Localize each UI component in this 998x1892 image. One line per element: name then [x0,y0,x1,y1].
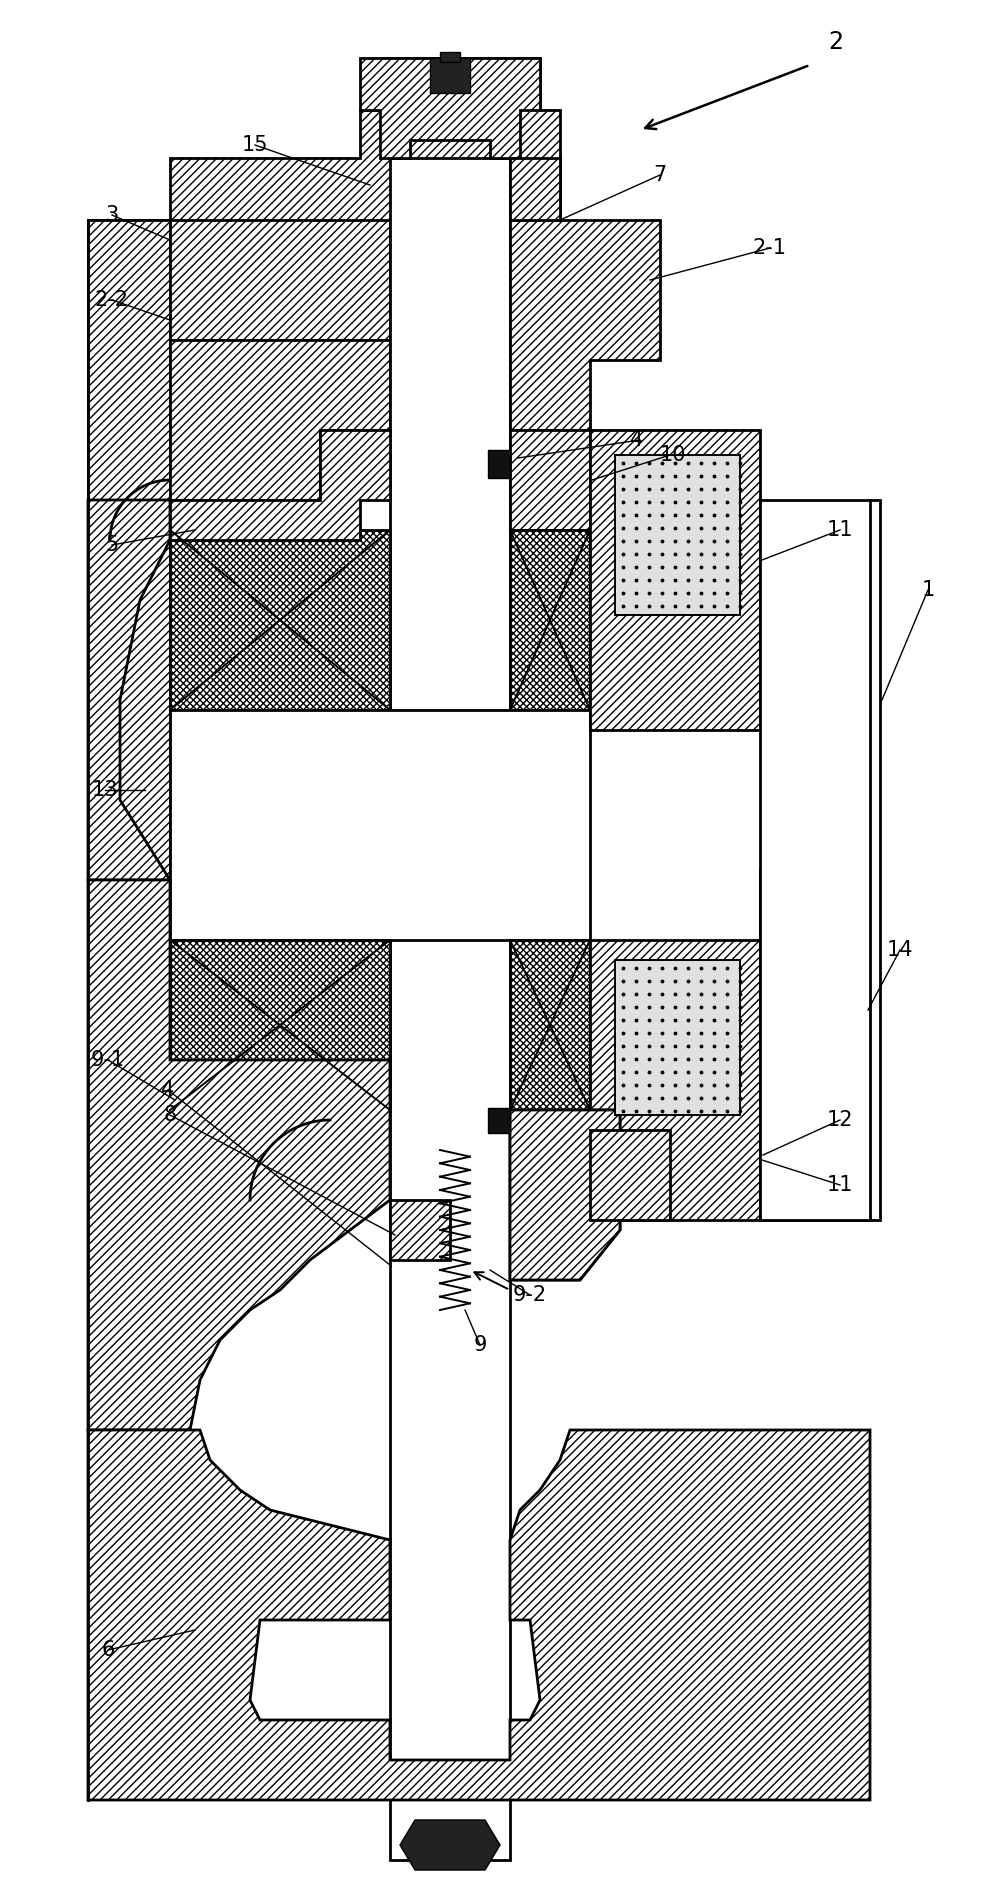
Bar [440,51,460,62]
Bar [430,59,470,93]
Text: 9-2: 9-2 [513,1285,547,1305]
Polygon shape [360,59,540,159]
Text: 11: 11 [826,520,853,539]
Polygon shape [590,940,760,1220]
Polygon shape [170,940,390,1111]
Polygon shape [88,499,170,880]
Text: 14: 14 [887,940,913,959]
Text: 9-1: 9-1 [91,1050,125,1071]
Polygon shape [170,530,390,710]
Polygon shape [590,429,760,730]
Text: 8: 8 [164,1105,177,1126]
Text: 1: 1 [921,581,934,600]
Text: 15: 15 [242,134,268,155]
Text: 7: 7 [654,165,667,185]
Polygon shape [510,530,590,710]
Bar [170,710,590,940]
Polygon shape [510,1111,620,1281]
Text: 9: 9 [473,1336,487,1355]
Bar [760,499,880,1220]
Bar [615,959,740,1114]
Polygon shape [390,1200,450,1260]
Polygon shape [510,159,560,219]
Text: 4: 4 [162,1080,175,1099]
Bar [488,450,510,479]
Polygon shape [88,59,560,341]
Polygon shape [88,880,390,1430]
Polygon shape [170,429,390,539]
Text: 12: 12 [826,1111,853,1130]
Text: 2-2: 2-2 [95,289,129,310]
Bar [390,159,510,1860]
Text: 2-1: 2-1 [753,238,787,257]
Text: 4: 4 [630,429,644,450]
Polygon shape [400,1820,500,1869]
Polygon shape [170,341,390,499]
Text: 5: 5 [106,535,119,554]
Text: 11: 11 [826,1175,853,1196]
Polygon shape [88,1430,870,1799]
Text: 10: 10 [660,445,687,465]
Polygon shape [510,1111,620,1281]
Text: 2: 2 [828,30,843,55]
Polygon shape [170,219,390,341]
Polygon shape [88,219,170,880]
Bar [615,454,740,615]
Text: 6: 6 [102,1640,115,1659]
Polygon shape [510,219,660,429]
Text: 3: 3 [106,204,119,225]
Bar [488,1109,510,1133]
Polygon shape [760,870,870,1220]
Text: 13: 13 [92,780,118,800]
Polygon shape [510,940,590,1111]
Polygon shape [590,1130,670,1220]
Polygon shape [510,429,590,530]
